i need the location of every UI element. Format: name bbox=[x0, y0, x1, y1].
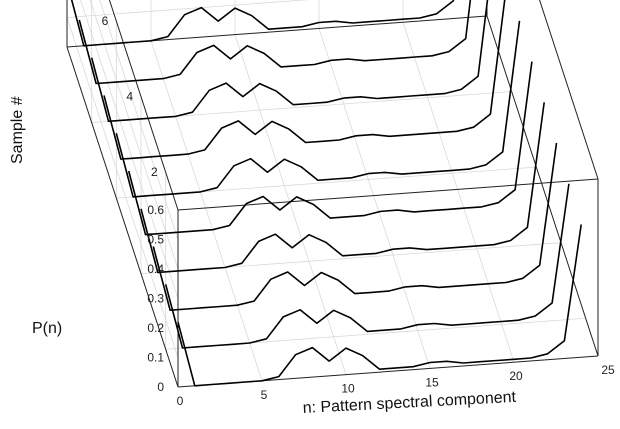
grid-line bbox=[150, 40, 263, 381]
series-layer bbox=[70, 0, 582, 387]
grid-layer bbox=[66, 0, 586, 381]
x-tick-label: 10 bbox=[341, 382, 355, 396]
p-tick-label: 0.4 bbox=[147, 262, 164, 276]
series-line-sample-8 bbox=[90, 0, 489, 123]
axis-box-edge bbox=[177, 178, 599, 211]
axis-box-edge bbox=[66, 46, 179, 388]
series-line-sample-1 bbox=[177, 224, 582, 387]
p-tick-label: 0.2 bbox=[147, 321, 164, 335]
grid-line bbox=[99, 0, 179, 240]
grid-line bbox=[66, 17, 179, 358]
x-axis-label: n: Pattern spectral component bbox=[302, 389, 517, 417]
x-tick-label: 5 bbox=[261, 388, 268, 402]
p-tick-label: 0.5 bbox=[147, 233, 164, 247]
sample-axis-label: Sample # bbox=[9, 96, 26, 164]
axis-box-edge bbox=[539, 0, 599, 180]
series-line-sample-7 bbox=[103, 0, 506, 160]
grid-line bbox=[402, 22, 515, 363]
p-tick-label: 0.6 bbox=[147, 203, 164, 217]
grid-line bbox=[89, 0, 179, 270]
series-line-sample-5 bbox=[127, 61, 533, 236]
x-tick-label: 15 bbox=[425, 375, 439, 389]
p-tick-label: 0 bbox=[157, 380, 164, 394]
x-tick-label: 0 bbox=[177, 394, 184, 408]
x-tick-label: 20 bbox=[509, 369, 523, 383]
series-line-sample-10 bbox=[70, 0, 455, 47]
series-line-sample-2 bbox=[164, 183, 570, 349]
grid-line bbox=[80, 0, 179, 299]
sample-tick-label: 4 bbox=[126, 90, 133, 104]
p-tick-label: 0.1 bbox=[147, 351, 164, 365]
grid-line bbox=[234, 34, 347, 375]
sample-tick-label: 6 bbox=[102, 14, 109, 28]
series-line-sample-9 bbox=[78, 0, 472, 85]
sample-tick-label: 2 bbox=[151, 165, 158, 179]
axis-box-edge bbox=[486, 15, 599, 357]
series-line-sample-4 bbox=[140, 102, 545, 274]
p-axis-label: P(n) bbox=[32, 320, 62, 337]
series-line-sample-3 bbox=[152, 142, 558, 312]
grid-line bbox=[318, 28, 431, 369]
x-tick-label: 25 bbox=[601, 363, 615, 377]
p-tick-label: 0.3 bbox=[147, 292, 164, 306]
grid-line bbox=[66, 0, 310, 18]
series-line-sample-6 bbox=[115, 20, 521, 198]
axis-box-edge bbox=[108, 0, 179, 211]
